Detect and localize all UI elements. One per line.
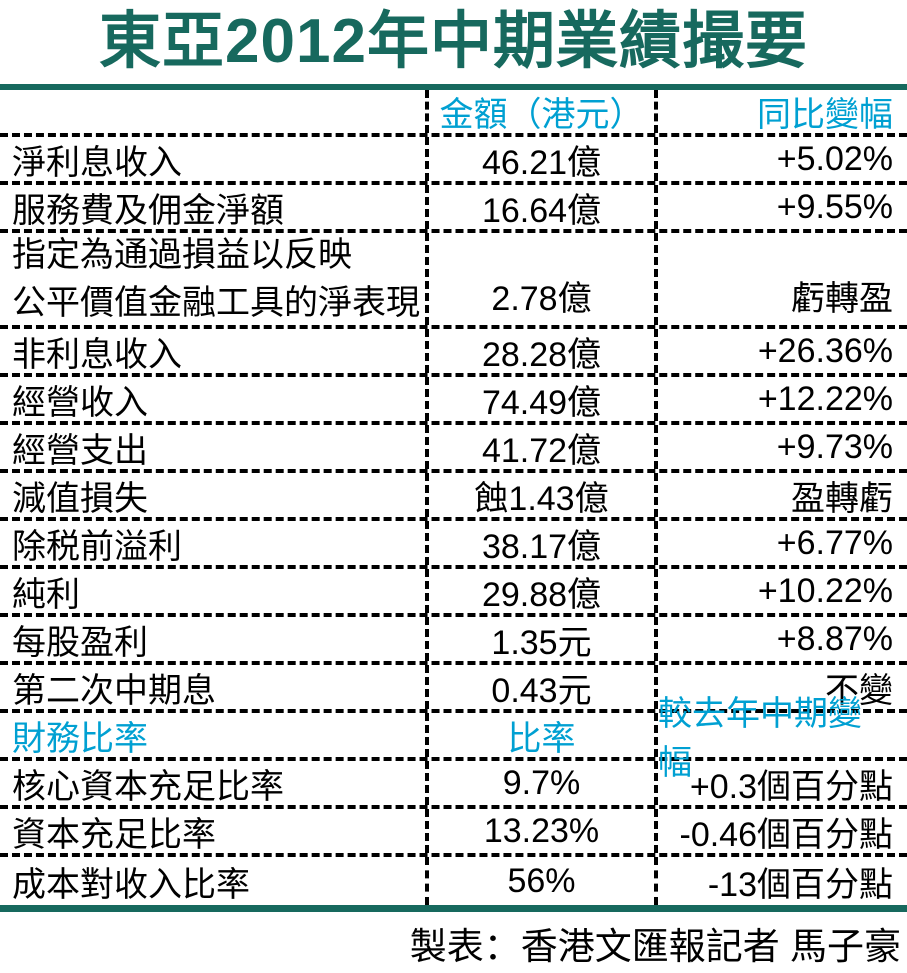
row-amount: 16.64億 xyxy=(425,185,658,230)
row-label: 除税前溢利 xyxy=(12,527,182,566)
row-change: 盈轉虧 xyxy=(791,479,893,518)
row-amount: 0.43元 xyxy=(425,665,658,710)
section-label: 財務比率 xyxy=(12,719,148,758)
row-label: 成本對收入比率 xyxy=(12,865,250,904)
credit-line: 製表：香港文匯報記者 馬子豪 xyxy=(409,926,901,967)
table-row: 每股盈利 1.35元 +8.87% xyxy=(0,617,907,665)
row-change: +0.3個百分點 xyxy=(689,767,893,806)
row-change: +8.87% xyxy=(776,619,893,658)
row-label: 經營支出 xyxy=(12,431,148,470)
row-label: 非利息收入 xyxy=(12,335,182,374)
row-label: 純利 xyxy=(12,575,80,614)
table-row: 淨利息收入 46.21億 +5.02% xyxy=(0,137,907,185)
row-amount: 13.23% xyxy=(425,809,658,853)
row-label: 指定為通過損益以反映 公平價值金融工具的淨表現 xyxy=(0,233,425,325)
row-amount: 2.78億 xyxy=(425,233,658,325)
table-row: 資本充足比率 13.23% -0.46個百分點 xyxy=(0,809,907,857)
row-change: +9.73% xyxy=(776,427,893,466)
section-change-column: 較去年中期變幅 xyxy=(658,695,862,782)
page-title: 東亞2012年中期業績撮要 xyxy=(99,7,808,76)
row-label: 經營收入 xyxy=(12,383,148,422)
row-label: 核心資本充足比率 xyxy=(12,767,284,806)
row-amount: 28.28億 xyxy=(425,329,658,374)
row-amount: 蝕1.43億 xyxy=(425,473,658,518)
table-row: 第二次中期息 0.43元 不變 xyxy=(0,665,907,713)
results-table: 金額（港元） 同比變幅 淨利息收入 46.21億 +5.02% 服務費及佣金淨額… xyxy=(0,84,907,912)
row-change: -0.46個百分點 xyxy=(679,815,894,854)
row-label: 服務費及佣金淨額 xyxy=(12,191,284,230)
row-amount: 74.49億 xyxy=(425,377,658,422)
header-blank-cell xyxy=(0,90,425,133)
row-change: +6.77% xyxy=(776,523,893,562)
table-row: 核心資本充足比率 9.7% +0.3個百分點 xyxy=(0,761,907,809)
table-row: 指定為通過損益以反映 公平價值金融工具的淨表現 2.78億 虧轉盈 xyxy=(0,233,907,329)
table-row: 經營收入 74.49億 +12.22% xyxy=(0,377,907,425)
row-change: +26.36% xyxy=(757,331,893,370)
table-row: 服務費及佣金淨額 16.64億 +9.55% xyxy=(0,185,907,233)
table-row: 純利 29.88億 +10.22% xyxy=(0,569,907,617)
row-change: +5.02% xyxy=(776,139,893,178)
header-amount-column: 金額（港元） xyxy=(425,90,658,134)
row-amount: 56% xyxy=(425,857,658,905)
section-ratio-column: 比率 xyxy=(425,713,658,758)
row-label: 淨利息收入 xyxy=(12,143,182,182)
row-amount: 9.7% xyxy=(425,761,658,805)
row-amount: 41.72億 xyxy=(425,425,658,470)
row-label-line1: 指定為通過損益以反映 xyxy=(12,236,352,274)
row-amount: 29.88億 xyxy=(425,569,658,614)
row-label: 減值損失 xyxy=(12,479,148,518)
table-row: 除税前溢利 38.17億 +6.77% xyxy=(0,521,907,569)
table-row: 非利息收入 28.28億 +26.36% xyxy=(0,329,907,377)
row-change: 不變 xyxy=(825,671,893,710)
row-label: 每股盈利 xyxy=(12,623,148,662)
row-change: +10.22% xyxy=(757,571,893,610)
row-label: 資本充足比率 xyxy=(12,815,216,854)
row-change: 虧轉盈 xyxy=(791,280,893,318)
section-header-row: 財務比率 比率 較去年中期變幅 xyxy=(0,695,907,782)
row-change: +9.55% xyxy=(776,187,893,226)
row-label: 第二次中期息 xyxy=(12,671,216,710)
table-row: 減值損失 蝕1.43億 盈轉虧 xyxy=(0,473,907,521)
table-header-row: 金額（港元） 同比變幅 xyxy=(0,90,907,137)
row-amount: 1.35元 xyxy=(425,617,658,662)
row-change: -13個百分點 xyxy=(707,865,893,904)
row-amount: 46.21億 xyxy=(425,137,658,182)
row-label-line2: 公平價值金融工具的淨表現 xyxy=(12,284,420,322)
table-row: 經營支出 41.72億 +9.73% xyxy=(0,425,907,473)
row-change: +12.22% xyxy=(757,379,893,418)
table-row: 成本對收入比率 56% -13個百分點 xyxy=(0,857,907,905)
header-change-column: 同比變幅 xyxy=(757,96,893,134)
row-amount: 38.17億 xyxy=(425,521,658,566)
